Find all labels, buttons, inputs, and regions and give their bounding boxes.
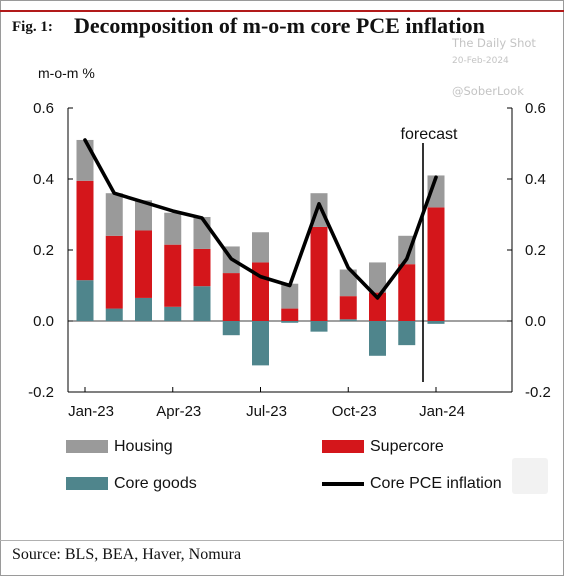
bar-supercore-apr-23 <box>164 244 182 307</box>
title-rule <box>0 10 564 12</box>
bar-supercore-nov-23 <box>369 292 386 321</box>
x-tick-label: Jan-24 <box>419 403 465 420</box>
y-tick-label-left: -0.2 <box>28 384 54 401</box>
bar-supercore-oct-23 <box>339 296 357 320</box>
bar-housing-mar-23 <box>135 200 152 231</box>
chart-canvas: -0.2 -0.2 0.0 0.0 0.2 0.2 0.4 0.4 0.6 0.6 Jan-23 Ap… <box>28 100 551 420</box>
watermark-brand: The Daily Shot <box>452 36 536 50</box>
bar-core-goods-apr-23 <box>164 306 182 321</box>
bar-core-goods-jan-24 <box>427 321 445 324</box>
watermark-handle: @SoberLook <box>452 84 524 98</box>
y-tick-label-left: 0.2 <box>33 242 54 259</box>
watermark-date: 20-Feb-2024 <box>452 56 509 66</box>
bar-supercore-dec-23 <box>398 264 416 321</box>
bar-supercore-sep-23 <box>310 226 328 321</box>
bar-core-goods-jan-23 <box>76 280 94 321</box>
bar-housing-jul-23 <box>252 232 269 263</box>
y-tick-label-right: 0.6 <box>525 100 546 117</box>
y-tick-label-left: 0.4 <box>33 171 54 188</box>
bar-housing-oct-23 <box>339 269 357 297</box>
bar-core-goods-may-23 <box>193 286 211 321</box>
corner-logo <box>512 458 548 494</box>
y-tick-label-right: 0.2 <box>525 242 546 259</box>
bar-supercore-mar-23 <box>135 230 152 298</box>
x-tick-label: Jan-23 <box>68 403 114 420</box>
bar-supercore-feb-23 <box>105 235 123 309</box>
bar-supercore-jan-23 <box>76 180 94 281</box>
bar-housing-may-23 <box>193 216 211 249</box>
bar-supercore-jan-24 <box>427 207 445 321</box>
bar-housing-jan-23 <box>76 139 94 181</box>
bar-core-goods-feb-23 <box>105 308 123 321</box>
bar-housing-nov-23 <box>369 262 386 293</box>
figure-label: Fig. 1: <box>12 19 53 35</box>
y-tick-label-right: 0.4 <box>525 171 546 188</box>
forecast-label: forecast <box>401 126 458 143</box>
bar-core-goods-jun-23 <box>222 321 240 336</box>
bar-core-goods-sep-23 <box>310 321 328 332</box>
y-tick-label-left: 0.0 <box>33 313 54 330</box>
bar-housing-jan-24 <box>427 175 445 208</box>
x-tick-label: Jul-23 <box>246 403 287 420</box>
bar-core-goods-dec-23 <box>398 321 416 346</box>
chart-title: Decomposition of m-o-m core PCE inflatio… <box>74 13 485 38</box>
y-tick-label-right: 0.0 <box>525 313 546 330</box>
bar-housing-feb-23 <box>105 193 123 236</box>
bar-housing-apr-23 <box>164 212 182 245</box>
bar-supercore-aug-23 <box>281 308 299 321</box>
bar-core-goods-aug-23 <box>281 321 299 323</box>
bar-housing-aug-23 <box>281 283 299 309</box>
y-tick-label-right: -0.2 <box>525 384 551 401</box>
line-core-pce-inflation <box>83 138 438 300</box>
bar-core-goods-jul-23 <box>252 321 269 366</box>
x-tick-label: Oct-23 <box>332 403 377 420</box>
x-tick-label: Apr-23 <box>156 403 201 420</box>
source-note: Source: BLS, BEA, Haver, Nomura <box>12 546 242 563</box>
bar-supercore-may-23 <box>193 248 211 287</box>
y-axis-label: m-o-m % <box>38 65 95 81</box>
y-tick-label-left: 0.6 <box>33 100 54 117</box>
bar-supercore-jun-23 <box>222 273 240 321</box>
source-rule <box>0 540 564 541</box>
bar-core-goods-nov-23 <box>369 321 386 356</box>
bar-core-goods-mar-23 <box>135 297 152 321</box>
bar-core-goods-oct-23 <box>339 319 357 321</box>
